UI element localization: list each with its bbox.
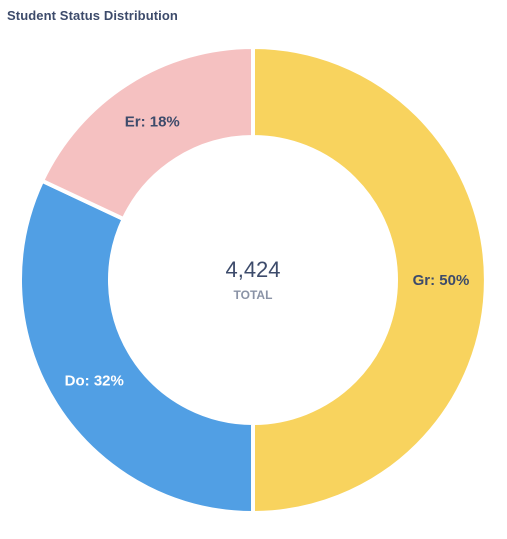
total-value: 4,424 (225, 257, 280, 282)
slice-label-er: Er: 18% (125, 113, 180, 130)
slice-er[interactable] (39, 44, 255, 222)
slices-group (18, 44, 488, 516)
slice-label-gr: Gr: 50% (413, 272, 470, 289)
slice-do[interactable] (18, 178, 255, 516)
chart-title: Student Status Distribution (7, 8, 178, 23)
slice-labels-group: Gr: 50% Do: 32% Er: 18% (65, 113, 470, 389)
slice-gr[interactable] (251, 44, 488, 516)
slice-label-do: Do: 32% (65, 373, 124, 390)
total-caption: TOTAL (234, 288, 273, 302)
